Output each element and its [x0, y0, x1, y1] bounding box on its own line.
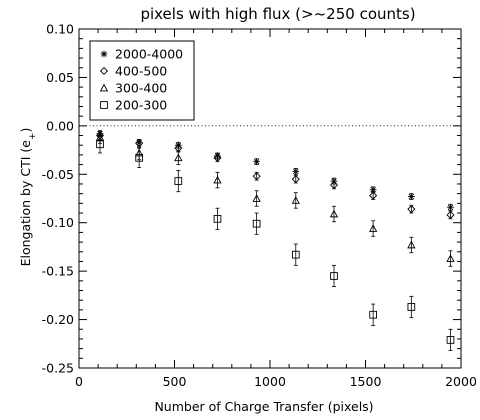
legend: 2000-4000 400-500 300-400 200-300: [89, 40, 195, 121]
y-tick-label: -0.10: [42, 215, 74, 230]
error-bar: [448, 210, 453, 220]
data-point-triangle: [446, 254, 455, 262]
x-tick-label: 500: [163, 374, 187, 389]
data-point-triangle: [174, 153, 183, 162]
chart-title: pixels with high flux (>~250 counts): [140, 5, 415, 23]
legend-entry: 400-500: [115, 64, 167, 79]
data-point-triangle: [368, 224, 378, 232]
data-point-asterisk: [292, 167, 300, 175]
x-tick-label: 2000: [445, 374, 477, 389]
error-bar: [254, 171, 259, 181]
legend-entry: 200-300: [115, 98, 167, 113]
error-bar: [409, 295, 414, 319]
data-point-diamond: [369, 191, 378, 200]
error-bar: [293, 174, 298, 184]
data-point-square: [446, 336, 455, 344]
error-bar: [409, 236, 414, 254]
error-bar: [215, 171, 220, 189]
error-bar: [331, 205, 336, 223]
error-bar: [448, 250, 453, 267]
data-point-square: [369, 310, 377, 319]
data-point-diamond: [213, 153, 222, 162]
plot-layer: 0 500 1000 1500 2000 -0.25 -0.20 -0.15 -0.10 -0.0…: [42, 22, 477, 390]
error-bar: [293, 243, 298, 266]
series-asterisk: [96, 130, 454, 211]
x-tick-label: 1000: [254, 374, 286, 389]
legend-entry: 300-400: [115, 81, 167, 96]
y-tick-label: -0.05: [42, 167, 74, 182]
y-tick-label: 0.00: [46, 118, 74, 133]
data-point-diamond: [329, 180, 339, 189]
error-bar: [448, 328, 453, 351]
data-point-diamond: [252, 172, 261, 181]
x-tick-label: 0: [75, 374, 83, 389]
error-bar: [409, 204, 414, 214]
error-bar: [371, 220, 376, 237]
error-bar: [98, 135, 103, 154]
y-tick-label: 0.05: [46, 70, 74, 85]
y-tick-label: -0.15: [42, 264, 74, 279]
error-bar: [254, 212, 259, 235]
series-triangle: [95, 131, 455, 267]
data-point-square: [330, 272, 338, 280]
data-point-asterisk: [447, 203, 454, 211]
error-bar: [254, 190, 259, 207]
x-axis-title: Number of Charge Transfer (pixels): [154, 399, 373, 414]
data-point-square: [96, 140, 104, 149]
data-point-triangle: [213, 175, 222, 184]
series-diamond: [95, 131, 455, 220]
y-tick-label: -0.25: [42, 361, 74, 376]
data-point-asterisk: [253, 158, 261, 166]
data-point-square: [135, 153, 144, 162]
error-bar: [331, 264, 336, 288]
y-tick-label: 0.10: [46, 22, 74, 37]
data-point-diamond: [291, 175, 300, 184]
legend-marker-diamond: [99, 66, 109, 76]
data-point-triangle: [329, 209, 339, 218]
error-bar: [137, 147, 142, 168]
error-bar: [176, 150, 181, 166]
x-tick-label: 1500: [350, 374, 382, 389]
error-bar: [293, 192, 298, 209]
data-point-square: [407, 303, 416, 311]
data-point-triangle: [252, 194, 261, 202]
legend-entry: 2000-4000: [115, 47, 183, 62]
error-bar: [371, 303, 376, 326]
y-tick-label: -0.20: [42, 312, 74, 327]
legend-marker-triangle: [99, 83, 109, 92]
error-bar: [215, 207, 220, 230]
data-point-square: [291, 250, 300, 259]
data-point-triangle: [291, 196, 300, 204]
series-square: [96, 135, 455, 351]
data-point-diamond: [407, 205, 416, 214]
data-point-diamond: [446, 210, 455, 220]
data-point-square: [174, 177, 183, 185]
data-point-square: [213, 214, 222, 223]
legend-marker-square: [100, 101, 108, 109]
data-point-triangle: [407, 240, 416, 249]
legend-marker-asterisk: [100, 50, 108, 58]
y-axis-title: Elongation by CTI (e+): [18, 128, 38, 267]
error-bar: [176, 170, 181, 193]
data-point-square: [252, 219, 261, 228]
data-point-asterisk: [407, 193, 415, 200]
